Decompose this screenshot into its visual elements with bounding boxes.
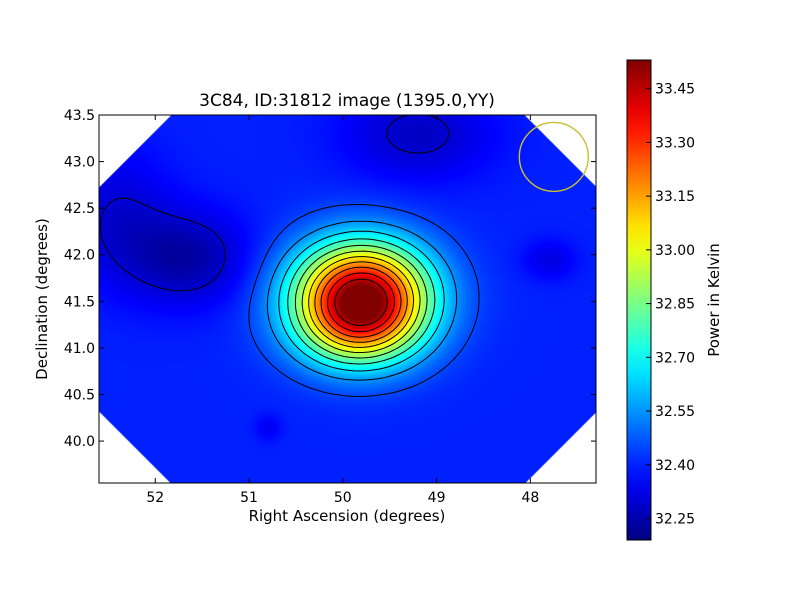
x-tick-label: 50 bbox=[334, 490, 352, 506]
contour-level-0 bbox=[100, 115, 450, 292]
colorbar-tick-label: 32.85 bbox=[655, 297, 695, 313]
contour-level-8 bbox=[314, 261, 408, 343]
heatmap-image bbox=[99, 115, 596, 483]
beam-circle bbox=[518, 121, 589, 193]
contour-level-10 bbox=[327, 272, 395, 333]
contour-level-11 bbox=[334, 278, 388, 327]
contour-level-7 bbox=[308, 256, 415, 348]
colorbar-tick-label: 33.30 bbox=[655, 135, 695, 151]
colorbar-ticks: 32.25 32.40 32.55 32.70 32.85 33.00 33.15 33.30… bbox=[646, 82, 695, 528]
colorbar: 32.25 32.40 32.55 32.70 32.85 33.00 33.15 33.30… bbox=[626, 59, 723, 541]
colorbar-tick-label: 33.15 bbox=[655, 189, 695, 205]
y-tick-label: 42.5 bbox=[64, 201, 95, 217]
x-tick-label: 51 bbox=[240, 490, 258, 506]
y-tick-label: 40.5 bbox=[64, 387, 95, 403]
contour-level-4 bbox=[287, 238, 436, 365]
y-tick-label: 43.5 bbox=[64, 108, 95, 124]
contour-level-2 bbox=[266, 220, 458, 381]
x-tick-label: 48 bbox=[521, 490, 539, 506]
contour-level-1 bbox=[248, 204, 480, 397]
y-axis: 40.0 40.5 41.0 41.5 42.0 42.5 43.0 43.5 bbox=[64, 108, 596, 450]
y-axis-label: Declination (degrees) bbox=[33, 218, 51, 380]
y-tick-label: 42.0 bbox=[64, 248, 95, 264]
contour-level-9 bbox=[320, 266, 402, 338]
x-tick-label: 49 bbox=[428, 490, 446, 506]
x-tick-label: 52 bbox=[146, 490, 164, 506]
colorbar-tick-label: 32.40 bbox=[655, 458, 695, 474]
y-tick-label: 40.0 bbox=[64, 434, 95, 450]
colorbar-tick-label: 33.45 bbox=[655, 82, 695, 98]
contour-level-5 bbox=[294, 244, 428, 359]
colorbar-tick-label: 33.00 bbox=[655, 243, 695, 259]
x-axis-label: Right Ascension (degrees) bbox=[249, 507, 446, 525]
contour-level-6 bbox=[301, 250, 421, 354]
plot-area bbox=[99, 115, 596, 483]
x-axis: 52 51 50 49 48 bbox=[146, 115, 539, 506]
y-tick-label: 41.5 bbox=[64, 294, 95, 310]
colorbar-tick-label: 32.25 bbox=[655, 512, 695, 528]
colorbar-gradient bbox=[626, 59, 652, 541]
y-tick-label: 41.0 bbox=[64, 341, 95, 357]
contour-level-3 bbox=[278, 230, 445, 372]
colorbar-tick-label: 32.70 bbox=[655, 350, 695, 366]
colorbar-tick-label: 32.55 bbox=[655, 404, 695, 420]
chart-title: 3C84, ID:31812 image (1395.0,YY) bbox=[199, 91, 495, 111]
plot-frame bbox=[98, 114, 597, 484]
contour-lines bbox=[100, 115, 480, 397]
colorbar-label: Power in Kelvin bbox=[705, 243, 723, 357]
y-tick-label: 43.0 bbox=[64, 155, 95, 171]
